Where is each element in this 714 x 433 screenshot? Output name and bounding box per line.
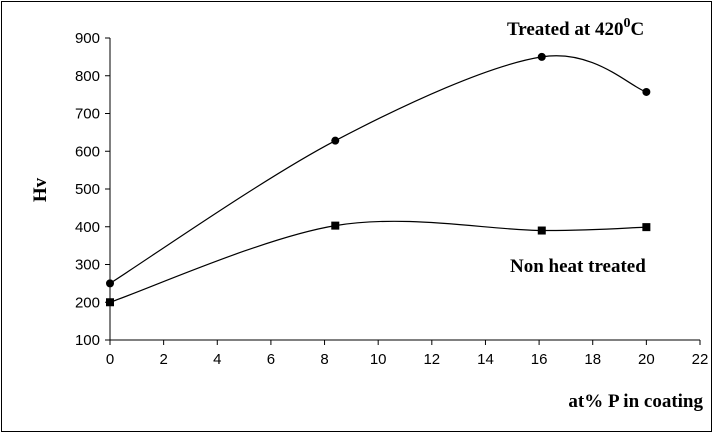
y-tick-label: 400 [75, 219, 100, 236]
x-tick-label: 10 [370, 351, 387, 368]
x-ticks: 0 2 4 6 8 10 12 14 16 18 20 22 [106, 340, 709, 368]
x-tick-label: 8 [320, 351, 328, 368]
x-tick-label: 6 [267, 351, 275, 368]
series-markers [106, 52, 651, 307]
x-tick-label: 4 [213, 351, 221, 368]
series-label-treated-sup: 0 [623, 16, 630, 31]
data-point-treated [331, 136, 340, 145]
x-tick-label: 16 [531, 351, 548, 368]
series-lines [109, 55, 647, 303]
y-tick-label: 200 [75, 294, 100, 311]
y-axis-title: Hv [30, 177, 51, 202]
x-tick-label: 2 [159, 351, 167, 368]
series-line-non-heat-treated [109, 220, 647, 303]
x-tick-label: 22 [692, 351, 709, 368]
series-label-treated-main: Treated at 420 [507, 19, 623, 40]
x-tick-label: 18 [584, 351, 601, 368]
data-point-non-heat-treated [642, 223, 651, 232]
y-ticks: 100 200 300 400 500 600 700 800 900 [75, 30, 110, 349]
data-point-non-heat-treated [331, 221, 340, 230]
data-point-treated [642, 87, 651, 96]
series-label-treated-end: C [630, 19, 644, 40]
series-label-non-heat-treated: Non heat treated [510, 256, 646, 277]
y-tick-label: 900 [75, 30, 100, 47]
y-tick-label: 300 [75, 257, 100, 274]
y-tick-label: 100 [75, 332, 100, 349]
y-tick-label: 600 [75, 143, 100, 160]
data-point-non-heat-treated [106, 298, 114, 307]
series-line-treated [109, 55, 647, 284]
y-tick-label: 700 [75, 106, 100, 123]
series-label-treated: Treated at 4200C [507, 16, 644, 40]
y-tick-label: 800 [75, 68, 100, 85]
data-point-treated [106, 279, 114, 288]
data-point-non-heat-treated [537, 226, 546, 235]
y-tick-label: 500 [75, 181, 100, 198]
x-tick-label: 14 [477, 351, 494, 368]
x-tick-label: 12 [423, 351, 440, 368]
data-point-treated [537, 52, 546, 61]
x-tick-label: 20 [638, 351, 655, 368]
x-axis-title: at% P in coating [568, 391, 703, 412]
x-tick-label: 0 [106, 351, 114, 368]
